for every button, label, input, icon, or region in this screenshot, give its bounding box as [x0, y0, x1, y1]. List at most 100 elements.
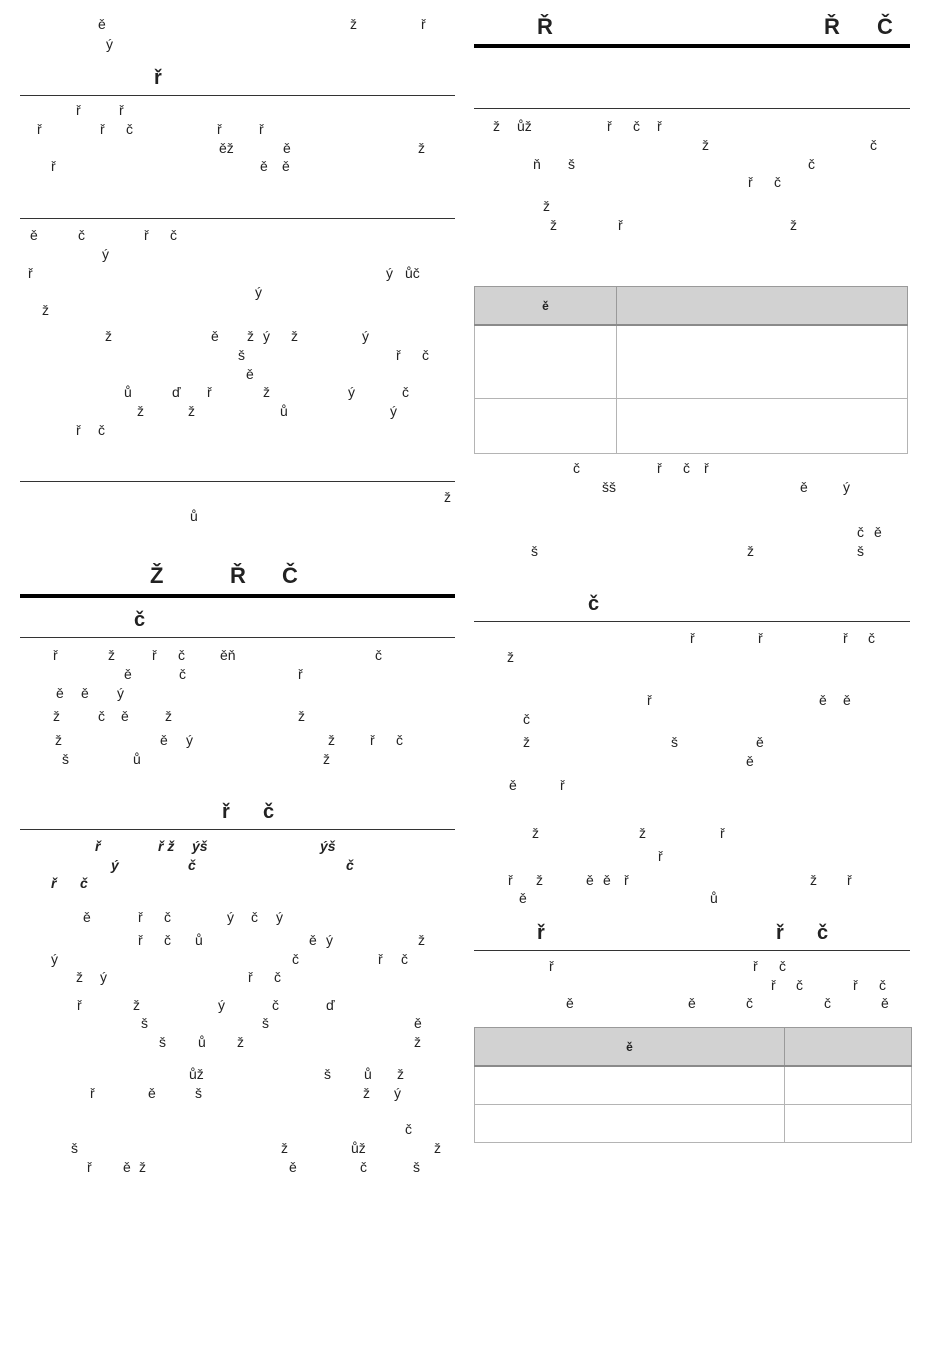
text-glyph: ř [248, 969, 253, 985]
text-glyph: š [238, 347, 245, 363]
text-glyph: ě [260, 158, 268, 174]
text-glyph: ž [298, 708, 305, 724]
text-glyph: ě [603, 872, 611, 888]
text-glyph: š [262, 1015, 269, 1031]
text-glyph: ě [756, 734, 764, 750]
text-glyph: ý [100, 969, 107, 985]
text-glyph: č [779, 958, 786, 974]
text-glyph: ž [414, 1034, 421, 1050]
text-glyph: ř [618, 217, 623, 233]
text-glyph: ě [56, 685, 64, 701]
text-glyph: č [170, 227, 177, 243]
text-glyph: š [159, 1034, 166, 1050]
text-glyph: ř [704, 460, 709, 476]
table-cell [784, 1104, 912, 1143]
text-glyph: ř [753, 958, 758, 974]
text-glyph: ř [607, 118, 612, 134]
text-glyph: ůž [351, 1140, 366, 1156]
text-glyph: š [195, 1085, 202, 1101]
text-glyph: ě [123, 1159, 131, 1175]
text-glyph: ě [98, 16, 106, 32]
text-glyph: č [274, 969, 281, 985]
text-glyph: č [402, 384, 409, 400]
table-cell [474, 324, 617, 399]
text-glyph: ů [124, 384, 132, 400]
divider [474, 621, 910, 622]
table-header-cell [784, 1027, 912, 1067]
text-glyph: š [568, 156, 575, 172]
text-glyph: ěž [219, 140, 234, 156]
text-glyph: ý [106, 36, 113, 52]
table-header-cell [616, 286, 908, 326]
text-glyph: ů [364, 1066, 372, 1082]
text-glyph: ž [507, 649, 514, 665]
text-glyph: č [80, 875, 88, 891]
text-glyph: ž [444, 489, 451, 505]
text-glyph: ř [690, 630, 695, 646]
text-glyph: ě [414, 1015, 422, 1031]
text-glyph: ř [76, 102, 81, 118]
text-glyph: č [346, 857, 354, 873]
text-glyph: ů [198, 1034, 206, 1050]
text-glyph: ů [710, 890, 718, 906]
text-glyph: ž [550, 217, 557, 233]
text-glyph: ř [370, 732, 375, 748]
text-glyph: ě [746, 753, 754, 769]
text-glyph: ž [188, 403, 195, 419]
text-glyph: č [879, 977, 886, 993]
text-glyph: š [71, 1140, 78, 1156]
table-header-cell: ě [474, 286, 617, 326]
table-cell [474, 1065, 785, 1105]
text-glyph: ě [874, 524, 882, 540]
text-glyph: ý [227, 909, 234, 925]
text-glyph: ř [100, 121, 105, 137]
text-glyph: ř [138, 909, 143, 925]
text-glyph: ě [81, 685, 89, 701]
text-glyph: ý [255, 284, 262, 300]
text-glyph: ř [138, 932, 143, 948]
text-glyph: č [375, 647, 382, 663]
text-glyph: ě [83, 909, 91, 925]
text-glyph: ě [124, 666, 132, 682]
text-glyph: ř [758, 630, 763, 646]
text-glyph: ž [543, 198, 550, 214]
table-cell [784, 1065, 912, 1105]
text-glyph: ř [508, 872, 513, 888]
text-glyph: č [573, 460, 580, 476]
text-glyph: ůž [189, 1066, 204, 1082]
divider [20, 829, 455, 830]
text-glyph: š [531, 543, 538, 559]
text-glyph: ř [771, 977, 776, 993]
text-glyph: ř ž [158, 838, 175, 854]
text-glyph: ř [378, 951, 383, 967]
text-glyph: ý [390, 403, 397, 419]
text-glyph: ř [90, 1085, 95, 1101]
text-glyph: č [401, 951, 408, 967]
text-glyph: ž [55, 732, 62, 748]
left-heading-b: č [134, 609, 146, 631]
text-glyph: ž [137, 403, 144, 419]
text-glyph: š [62, 751, 69, 767]
right-table-1: ě [474, 286, 908, 454]
text-glyph: č [178, 647, 185, 663]
text-glyph: ů [280, 403, 288, 419]
text-glyph: š [413, 1159, 420, 1175]
text-glyph: ř [87, 1159, 92, 1175]
text-glyph: ě [519, 890, 527, 906]
text-glyph: ř [51, 158, 56, 174]
text-glyph: ž [247, 328, 254, 344]
text-glyph: ý [263, 328, 270, 344]
text-glyph: ř [207, 384, 212, 400]
table-cell [474, 398, 617, 454]
text-glyph: ý [843, 479, 850, 495]
divider [20, 218, 455, 219]
text-glyph: č [360, 1159, 367, 1175]
text-glyph: ž [281, 1140, 288, 1156]
text-glyph: ěň [220, 647, 236, 663]
text-glyph: ž [105, 328, 112, 344]
text-glyph: č [251, 909, 258, 925]
text-glyph: ě [843, 692, 851, 708]
text-glyph: ř [657, 460, 662, 476]
text-glyph: č [523, 711, 530, 727]
text-glyph: č [78, 227, 85, 243]
